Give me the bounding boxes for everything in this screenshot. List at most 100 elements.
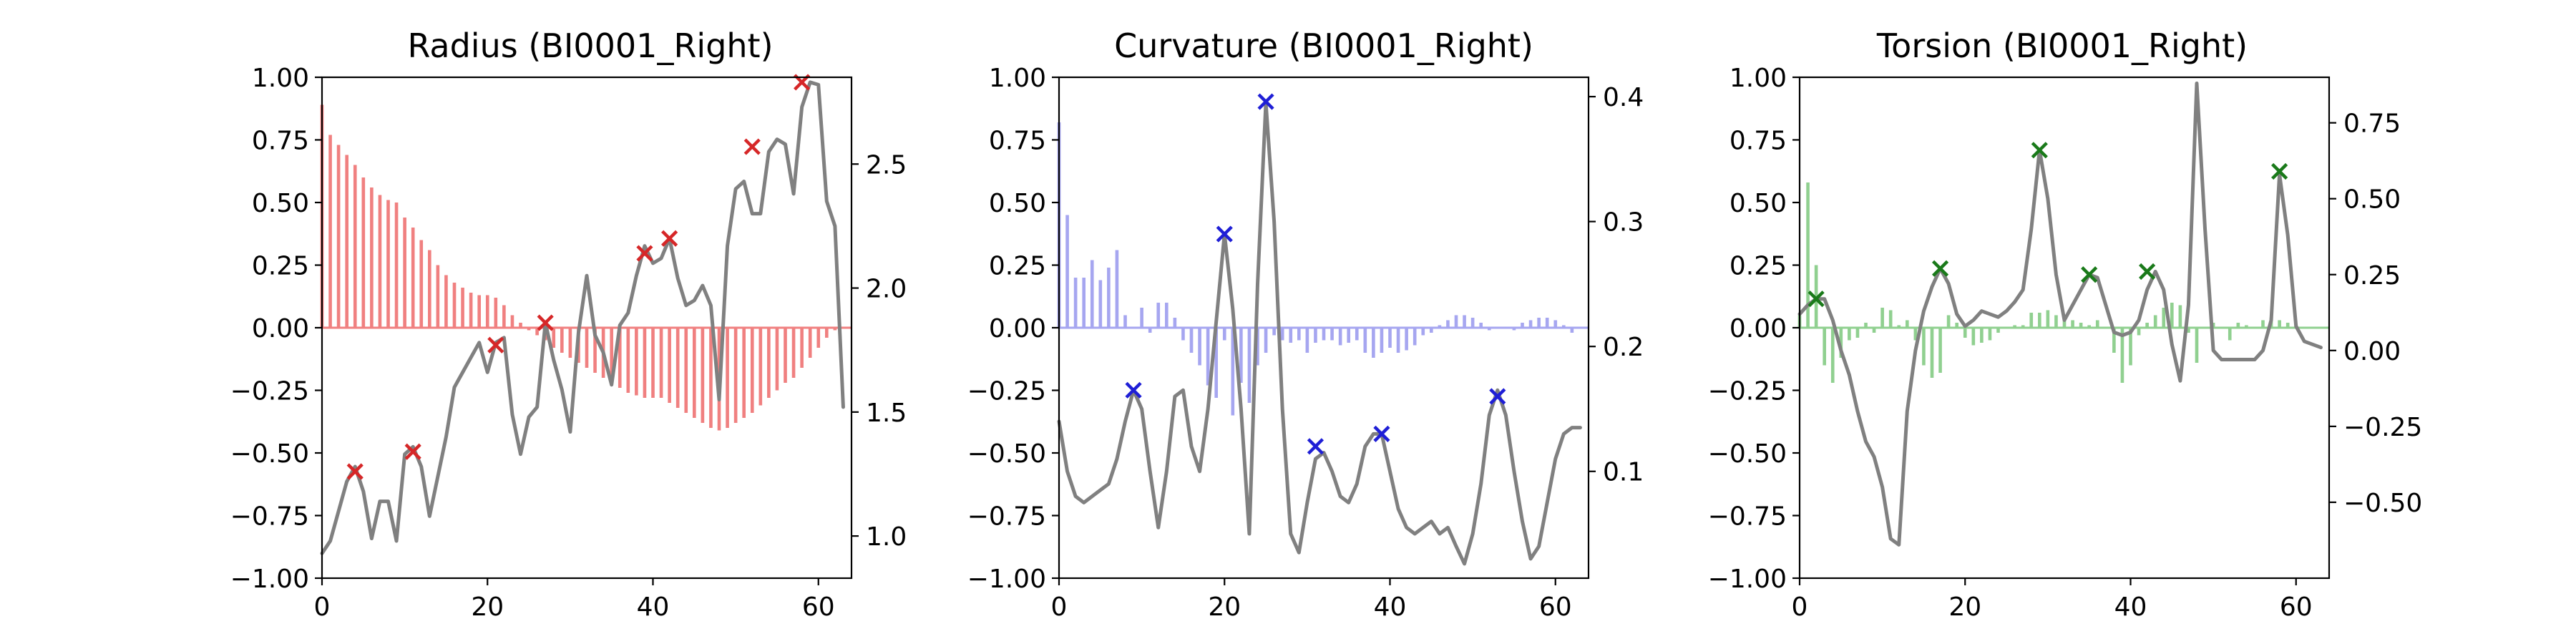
radius-peak-marker xyxy=(661,230,678,247)
torsion-plot-area xyxy=(1797,81,2329,547)
radius-y2-tick-label: 2.0 xyxy=(866,275,907,304)
radius-y2-tick-label: 2.5 xyxy=(866,150,907,180)
torsion-bar xyxy=(2261,320,2265,328)
curvature-panel-title: Curvature (BI0001_Right) xyxy=(1114,26,1533,65)
torsion-y2-tick-label: 0.75 xyxy=(2343,109,2401,139)
curvature-x-tick-label: 40 xyxy=(1374,592,1407,622)
radius-bar xyxy=(469,293,473,328)
radius-bar xyxy=(552,328,556,348)
torsion-y-tick-label: −0.50 xyxy=(1708,439,1787,469)
radius-bar xyxy=(742,328,746,418)
curvature-peak-marker xyxy=(1216,225,1233,243)
curvature-y-tick-label: −1.00 xyxy=(967,565,1046,594)
radius-x-tick-label: 0 xyxy=(314,592,331,622)
curvature-bar xyxy=(1082,278,1086,328)
torsion-bar xyxy=(1906,320,1909,328)
radius-y-tick-label: 0.50 xyxy=(252,189,309,218)
radius-y-tick-label: 0.75 xyxy=(252,127,309,156)
curvature-bar xyxy=(1247,328,1252,403)
torsion-bar xyxy=(2120,328,2124,383)
radius-bar xyxy=(808,328,812,358)
curvature-bar xyxy=(1297,328,1301,341)
curvature-bar xyxy=(1330,328,1334,341)
curvature-bar xyxy=(1388,328,1392,348)
torsion-bar xyxy=(1880,308,1884,328)
torsion-bar xyxy=(1830,328,1835,383)
torsion-bar xyxy=(1938,328,1942,373)
torsion-bar xyxy=(2137,328,2141,336)
curvature-bar xyxy=(1065,215,1069,328)
torsion-bar xyxy=(1806,182,1810,328)
curvature-bar xyxy=(1173,318,1177,328)
torsion-bar xyxy=(2029,313,2034,328)
curvature-bar xyxy=(1115,250,1119,328)
radius-bar xyxy=(444,275,448,328)
radius-y-tick-label: 0.25 xyxy=(252,252,309,281)
radius-y-tick-label: 0.00 xyxy=(252,314,309,343)
curvature-y2-tick-label: 0.3 xyxy=(1603,208,1644,238)
curvature-x-tick-label: 60 xyxy=(1539,592,1572,622)
torsion-peak-marker xyxy=(1931,260,1949,277)
torsion-y2-tick-label: −0.50 xyxy=(2343,489,2422,518)
torsion-y2-tick-label: −0.25 xyxy=(2343,413,2422,442)
curvature-bar xyxy=(1528,320,1533,328)
torsion-y-tick-label: 1.00 xyxy=(1729,64,1787,93)
radius-bar xyxy=(791,328,796,378)
radius-bar xyxy=(618,328,622,388)
radius-bar xyxy=(825,328,829,338)
torsion-line-series xyxy=(1797,81,2323,547)
radius-bar xyxy=(568,328,572,358)
torsion-peak-marker xyxy=(2139,263,2156,280)
radius-y-tick-label: −0.25 xyxy=(230,377,309,406)
torsion-bar xyxy=(2162,308,2166,328)
curvature-peak-marker xyxy=(1307,438,1324,455)
curvature-bar xyxy=(1421,328,1425,336)
torsion-bar xyxy=(2046,310,2050,328)
torsion-bar xyxy=(1872,328,1876,333)
radius-bar xyxy=(733,328,738,423)
torsion-x-tick-label: 0 xyxy=(1792,592,1808,622)
curvature-y-tick-label: 1.00 xyxy=(989,64,1046,93)
curvature-bar xyxy=(1338,328,1342,346)
torsion-peak-marker xyxy=(2081,266,2098,283)
radius-bar xyxy=(800,328,804,368)
torsion-y2-tick-label: 0.25 xyxy=(2343,261,2401,291)
curvature-bar xyxy=(1463,315,1466,328)
curvature-y2-tick-label: 0.1 xyxy=(1603,458,1644,487)
curvature-bar xyxy=(1322,328,1326,341)
radius-bar xyxy=(494,298,498,328)
torsion-bar xyxy=(2170,303,2174,328)
curvature-y-tick-label: 0.50 xyxy=(989,189,1046,218)
radius-peak-marker xyxy=(487,336,504,353)
radius-panel-title: Radius (BI0001_Right) xyxy=(407,26,773,65)
radius-bar xyxy=(336,145,341,328)
radius-bar xyxy=(684,328,688,413)
radius-plot-area xyxy=(320,74,852,555)
curvature-bar xyxy=(1090,260,1094,328)
radius-bar xyxy=(519,323,522,328)
radius-bar xyxy=(485,295,489,328)
radius-peak-marker xyxy=(404,443,421,460)
curvature-bar xyxy=(1487,328,1491,331)
torsion-bar xyxy=(1988,328,1992,341)
torsion-bar xyxy=(1922,328,1926,366)
curvature-bar xyxy=(1264,328,1268,353)
radius-bar xyxy=(452,283,457,328)
radius-bar xyxy=(758,328,763,406)
radius-y2-tick-label: 1.0 xyxy=(866,522,907,552)
torsion-bar xyxy=(2228,328,2232,341)
radius-y2-tick-label: 1.5 xyxy=(866,399,907,428)
curvature-bar xyxy=(1222,328,1226,341)
torsion-x-tick-label: 20 xyxy=(1948,592,1981,622)
torsion-bar xyxy=(2145,323,2149,328)
curvature-bar xyxy=(1372,328,1375,358)
radius-bar xyxy=(436,265,440,328)
curvature-y2-tick-label: 0.2 xyxy=(1603,333,1644,362)
radius-bar xyxy=(477,295,482,328)
curvature-peak-marker xyxy=(1257,93,1274,110)
curvature-peak-marker xyxy=(1373,425,1390,442)
curvature-plot-area xyxy=(1057,93,1589,566)
curvature-bar xyxy=(1165,303,1169,328)
curvature-bar xyxy=(1098,280,1103,328)
curvature-bar xyxy=(1363,328,1367,353)
